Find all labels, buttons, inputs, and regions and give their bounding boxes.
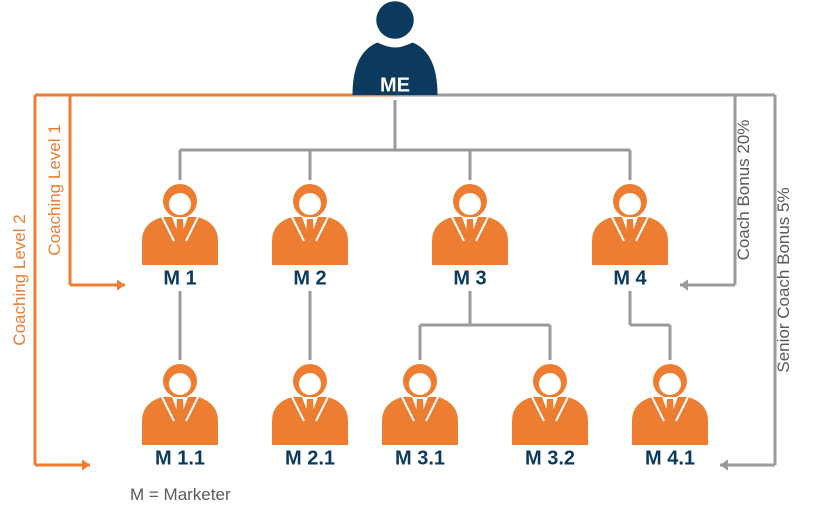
m21-label: M 2.1 (285, 447, 335, 469)
m31-label: M 3.1 (395, 447, 445, 469)
node-m11: M 1.1 (138, 364, 222, 471)
m4-label: M 4 (613, 267, 647, 289)
m32-person-icon (512, 364, 588, 445)
me-label: ME (380, 74, 410, 96)
m31-person-icon (382, 364, 458, 445)
node-m32: M 3.2 (508, 364, 592, 471)
coaching-level-1-label: Coaching Level 1 (45, 124, 64, 255)
m2-person-icon (272, 184, 348, 265)
coach-bonus-20-label: Coach Bonus 20% (734, 120, 753, 261)
m3-label: M 3 (453, 267, 486, 289)
m11-person-icon (142, 364, 218, 445)
node-m41: M 4.1 (628, 364, 712, 471)
node-m3: M 3 (428, 184, 512, 291)
m3-person-icon (432, 184, 508, 265)
node-m31: M 3.1 (378, 364, 462, 471)
m2-label: M 2 (293, 267, 326, 289)
senior-coach-bonus-5-label: Senior Coach Bonus 5% (774, 187, 793, 372)
m32-label: M 3.2 (525, 447, 575, 469)
node-m2: M 2 (268, 184, 352, 291)
m41-person-icon (632, 364, 708, 445)
node-m1: M 1 (138, 184, 222, 291)
coaching-level-2-label: Coaching Level 2 (10, 214, 29, 345)
m1-person-icon (142, 184, 218, 265)
node-m4: M 4 (588, 184, 672, 291)
m41-label: M 4.1 (645, 447, 695, 469)
node-m21: M 2.1 (268, 364, 352, 471)
node-me: ME (353, 1, 438, 96)
m21-person-icon (272, 364, 348, 445)
m1-label: M 1 (163, 267, 196, 289)
m4-person-icon (592, 184, 668, 265)
footnote-text: M = Marketer (130, 485, 231, 504)
m11-label: M 1.1 (155, 447, 205, 469)
